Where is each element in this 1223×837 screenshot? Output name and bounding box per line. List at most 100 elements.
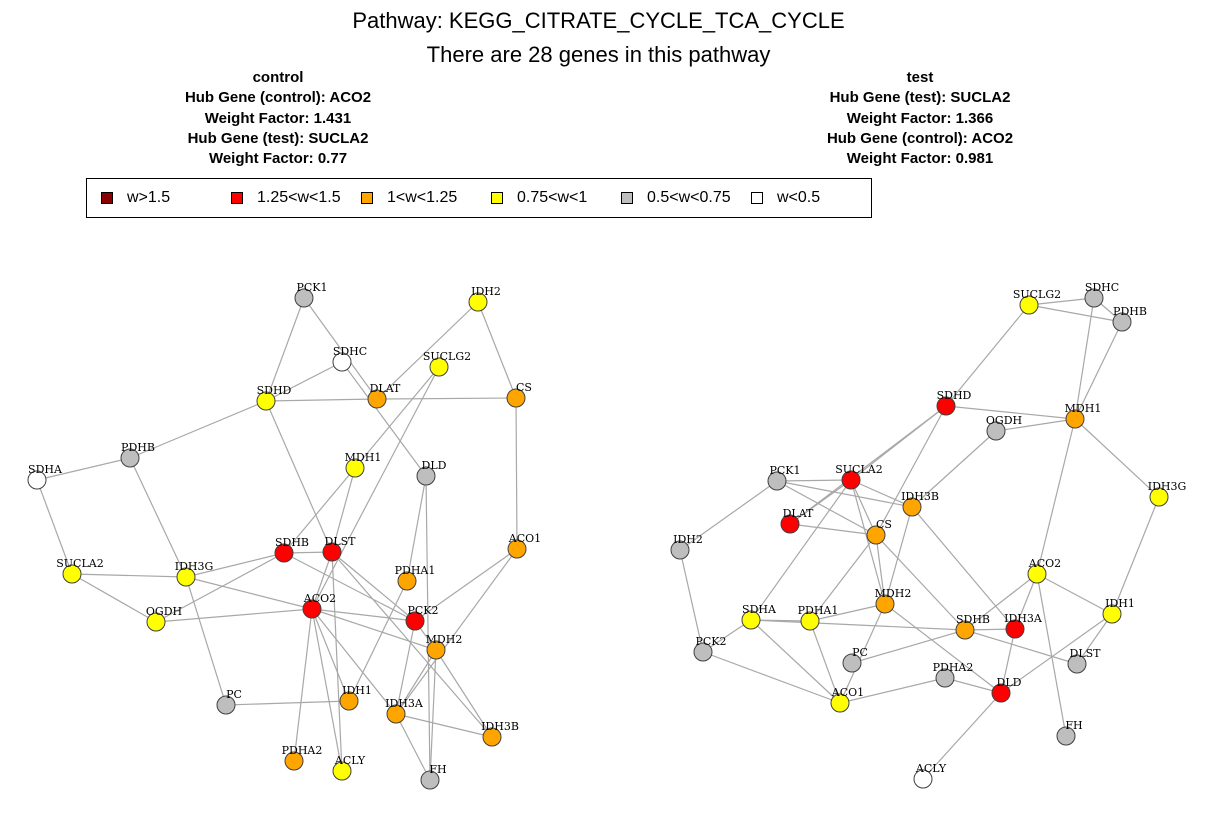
test-hub-control: Hub Gene (control): ACO2 [826,129,1014,147]
gene-label: DLAT [783,507,814,520]
gene-node [866,525,886,545]
network-edge [425,475,431,781]
gene-node [693,642,713,662]
network-edge [331,467,356,553]
network-edge [964,573,1038,631]
gene-label: PCK1 [296,281,327,294]
gene-label: SDHA [28,463,63,476]
gene-node [1149,487,1169,507]
gene-node [1112,312,1132,332]
gene-label: CS [876,518,892,531]
gene-label: IDH3A [385,697,424,710]
gene-node [294,288,314,308]
network-edge [702,651,841,704]
gene-node [420,770,440,790]
network-edge [1000,628,1016,694]
gene-label: ACO2 [1028,557,1061,570]
gene-node [1019,295,1039,315]
gene-label: SDHA [742,603,777,616]
network-edge [884,603,1002,694]
network-edge [225,700,350,706]
gene-node [62,564,82,584]
gene-node [902,497,922,517]
network-edge [750,619,841,704]
node-group: SUCLG2 SDHC PDHB SDHD MDH1 OGDH PCK1 SUCLA2 IDH3… [670,281,1186,789]
network-edge [945,304,1030,407]
gene-label: CS [516,381,532,394]
network-edge [185,576,313,610]
gene-label: DLD [997,676,1022,689]
gene-label: IDH3B [481,720,519,733]
gene-node [332,352,352,372]
network-edge [1028,304,1123,323]
gene-node [397,571,417,591]
network-edge [265,297,305,402]
gene-label: MDH1 [1065,402,1102,415]
gene-node [322,542,342,562]
network-edge [964,629,1078,665]
test-hub-test: Hub Gene (test): SUCLA2 [829,89,1011,107]
network-edge [839,677,946,704]
network-edge [406,475,427,582]
gene-label: IDH3B [901,490,939,503]
network-edge [155,552,285,623]
gene-label: PCK2 [407,604,438,617]
gene-node [875,594,895,614]
gene-label: PDHB [121,441,155,454]
gene-label: PCK1 [769,464,800,477]
gene-node [429,357,449,377]
test-weight-test: Weight Factor: 1.366 [846,109,994,127]
network-edge [789,405,947,525]
control-info-block: control Hub Gene (control): ACO2 Weight … [128,68,428,169]
legend-item: w<0.5 [751,189,820,207]
network-edge [477,301,517,399]
network-edge [185,552,285,578]
network-edge [155,608,313,623]
network-edge [331,551,343,772]
control-heading: control [252,69,304,86]
gene-node [216,695,236,715]
network-edge [944,677,1002,694]
gene-label: SDHC [1085,281,1119,294]
network-edge [376,301,479,400]
network-edge [1111,496,1160,615]
network-edge [1036,573,1113,615]
network-edge [851,629,966,664]
network-edge [789,523,877,536]
network-edge [129,457,187,578]
network-edge [515,397,518,550]
legend-swatch [751,192,763,204]
network-edge [776,480,877,536]
network-edge [809,603,886,622]
gene-node [1067,654,1087,674]
legend-swatch [361,192,373,204]
legend-label: 0.75<w<1 [517,189,588,206]
legend-item: w>1.5 [101,189,170,207]
network-edge [331,551,416,622]
network-edge [185,576,227,706]
network-edge [884,506,913,605]
gene-label: DLST [1070,647,1102,660]
gene-label: OGDH [146,605,182,618]
weight-legend: w>1.5 1.25<w<1.5 1<w<1.25 0.75<w<1 0.5<w… [86,178,872,218]
network-edge [850,479,886,605]
gene-node [830,693,850,713]
gene-label: SUCLA2 [835,463,882,476]
gene-label: FH [429,763,446,776]
network-edge [311,608,437,651]
gene-label: SUCLG2 [423,350,471,363]
test-heading: test [906,69,934,86]
network-edge [995,418,1076,432]
gene-label: SDHD [257,384,292,397]
gene-node [955,620,975,640]
gene-node [991,683,1011,703]
gene-node [1084,288,1104,308]
network-edge [809,620,841,704]
network-edge [1000,613,1113,694]
gene-label: PDHA2 [282,744,323,757]
test-network: SUCLG2 SDHC PDHB SDHD MDH1 OGDH PCK1 SUCLA2 IDH3… [670,281,1186,789]
network-edge [875,405,947,536]
network-edge [1036,573,1067,737]
gene-node [506,388,526,408]
legend-swatch [621,192,633,204]
